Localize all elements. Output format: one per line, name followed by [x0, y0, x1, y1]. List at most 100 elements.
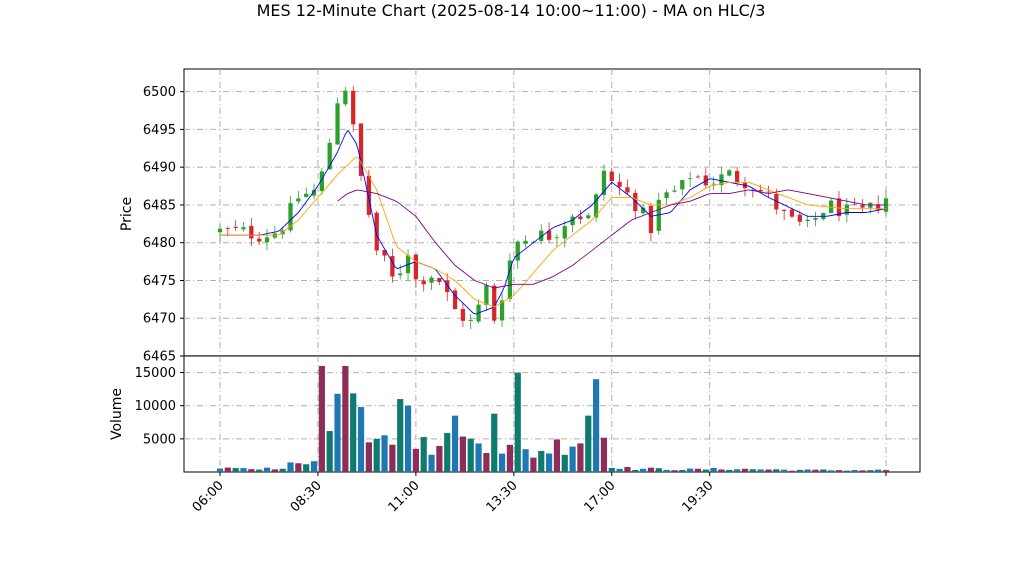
volume-bar — [318, 365, 325, 472]
candle-body — [860, 205, 865, 208]
price-tick-label: 6480 — [143, 236, 176, 251]
candle-body — [601, 170, 607, 196]
volume-bar — [694, 468, 702, 472]
volume-bar — [436, 445, 443, 472]
volume-bar — [224, 467, 231, 472]
volume-bar — [632, 469, 639, 472]
volume-bar — [467, 438, 474, 472]
chart-title: MES 12-Minute Chart (2025-08-14 10:00~11… — [256, 1, 766, 20]
volume-bar — [522, 449, 529, 472]
volume-panel: 5000 10000 15000 — [135, 355, 921, 473]
candle-body — [499, 300, 505, 321]
candle-body — [680, 180, 685, 190]
volume-bar — [710, 467, 717, 472]
volume-bar — [506, 444, 514, 472]
price-panel: 6465 6470 6475 6480 6485 6490 6495 6500 — [143, 68, 921, 365]
volume-bar — [600, 437, 608, 472]
volume-plot-frame — [183, 355, 921, 473]
candle-body — [492, 285, 497, 321]
volume-bar — [812, 469, 819, 472]
volume-bar — [749, 469, 756, 472]
candle-body — [813, 218, 818, 220]
candle-body — [233, 226, 238, 228]
volume-bar — [444, 432, 451, 472]
candle-body — [578, 216, 583, 220]
moving-average-line-1 — [220, 129, 887, 315]
candle-body — [719, 174, 724, 186]
volume-bar — [310, 461, 318, 472]
volume-bar — [412, 448, 419, 472]
volume-bar — [342, 365, 349, 472]
volume-bar — [357, 407, 365, 472]
candle-body — [789, 209, 795, 217]
candle-body — [311, 189, 317, 196]
candle-body — [797, 214, 802, 222]
candle-body — [876, 204, 881, 210]
candle-body — [852, 203, 857, 205]
candle-body — [382, 249, 387, 256]
volume-bar — [859, 470, 866, 472]
volume-bar — [263, 467, 271, 472]
candle-body — [766, 191, 771, 193]
candle-body — [609, 171, 614, 182]
volume-bar — [334, 393, 341, 472]
volume-axis-label: Volume — [109, 388, 125, 440]
price-plot-frame — [183, 68, 921, 357]
volume-bar — [459, 436, 466, 472]
volume-bar — [553, 439, 561, 472]
candle-body — [570, 216, 575, 226]
candle-body — [523, 240, 528, 244]
candle-body — [640, 207, 646, 214]
candle-body — [398, 273, 403, 276]
candle-body — [727, 170, 732, 176]
moving-average-line-3 — [337, 189, 886, 289]
volume-bar — [365, 442, 372, 472]
volume-bar — [232, 468, 239, 472]
volume-bar — [796, 469, 803, 472]
volume-bar — [592, 379, 600, 472]
candle-body — [249, 225, 254, 239]
volume-tick-label: 5000 — [143, 432, 176, 447]
candle-body — [217, 228, 223, 233]
candle-body — [664, 192, 669, 199]
volume-bar — [514, 372, 521, 472]
candle-body — [734, 171, 740, 182]
candle-body — [546, 230, 552, 240]
price-axis-label: Price — [119, 197, 135, 231]
candle-body — [672, 190, 677, 192]
candles — [217, 85, 889, 330]
candle-body — [758, 189, 763, 192]
candle-body — [774, 193, 779, 210]
volume-bar — [240, 468, 247, 472]
candle-body — [264, 237, 270, 243]
volume-bar — [647, 467, 655, 472]
candle-body — [593, 194, 599, 218]
candle-body — [343, 90, 348, 105]
candle-body — [319, 171, 324, 191]
candle-body — [687, 178, 693, 180]
volume-bar — [718, 469, 725, 472]
volume-bar — [640, 468, 647, 472]
volume-bar — [781, 469, 788, 472]
volume-bar — [687, 468, 694, 472]
volume-bar — [428, 454, 435, 472]
volume-bar — [851, 470, 858, 472]
x-tick-label: 08:30 — [288, 478, 325, 515]
candle-body — [437, 277, 442, 282]
candle-body — [515, 241, 520, 261]
volume-bar — [679, 469, 686, 472]
candle-body — [625, 187, 630, 193]
candle-body — [327, 142, 332, 170]
candle-body — [374, 212, 379, 251]
price-tick-label: 6475 — [143, 274, 176, 289]
candle-body — [484, 285, 489, 305]
volume-bar — [483, 453, 490, 472]
volume-bar — [475, 443, 482, 472]
volume-bar — [373, 438, 380, 472]
volume-bar — [663, 469, 670, 472]
price-tick-label: 6495 — [143, 123, 176, 138]
price-tick-label: 6470 — [143, 312, 176, 327]
candle-body — [836, 198, 842, 217]
candle-body — [617, 181, 622, 187]
x-tick-label: 11:00 — [386, 478, 423, 515]
